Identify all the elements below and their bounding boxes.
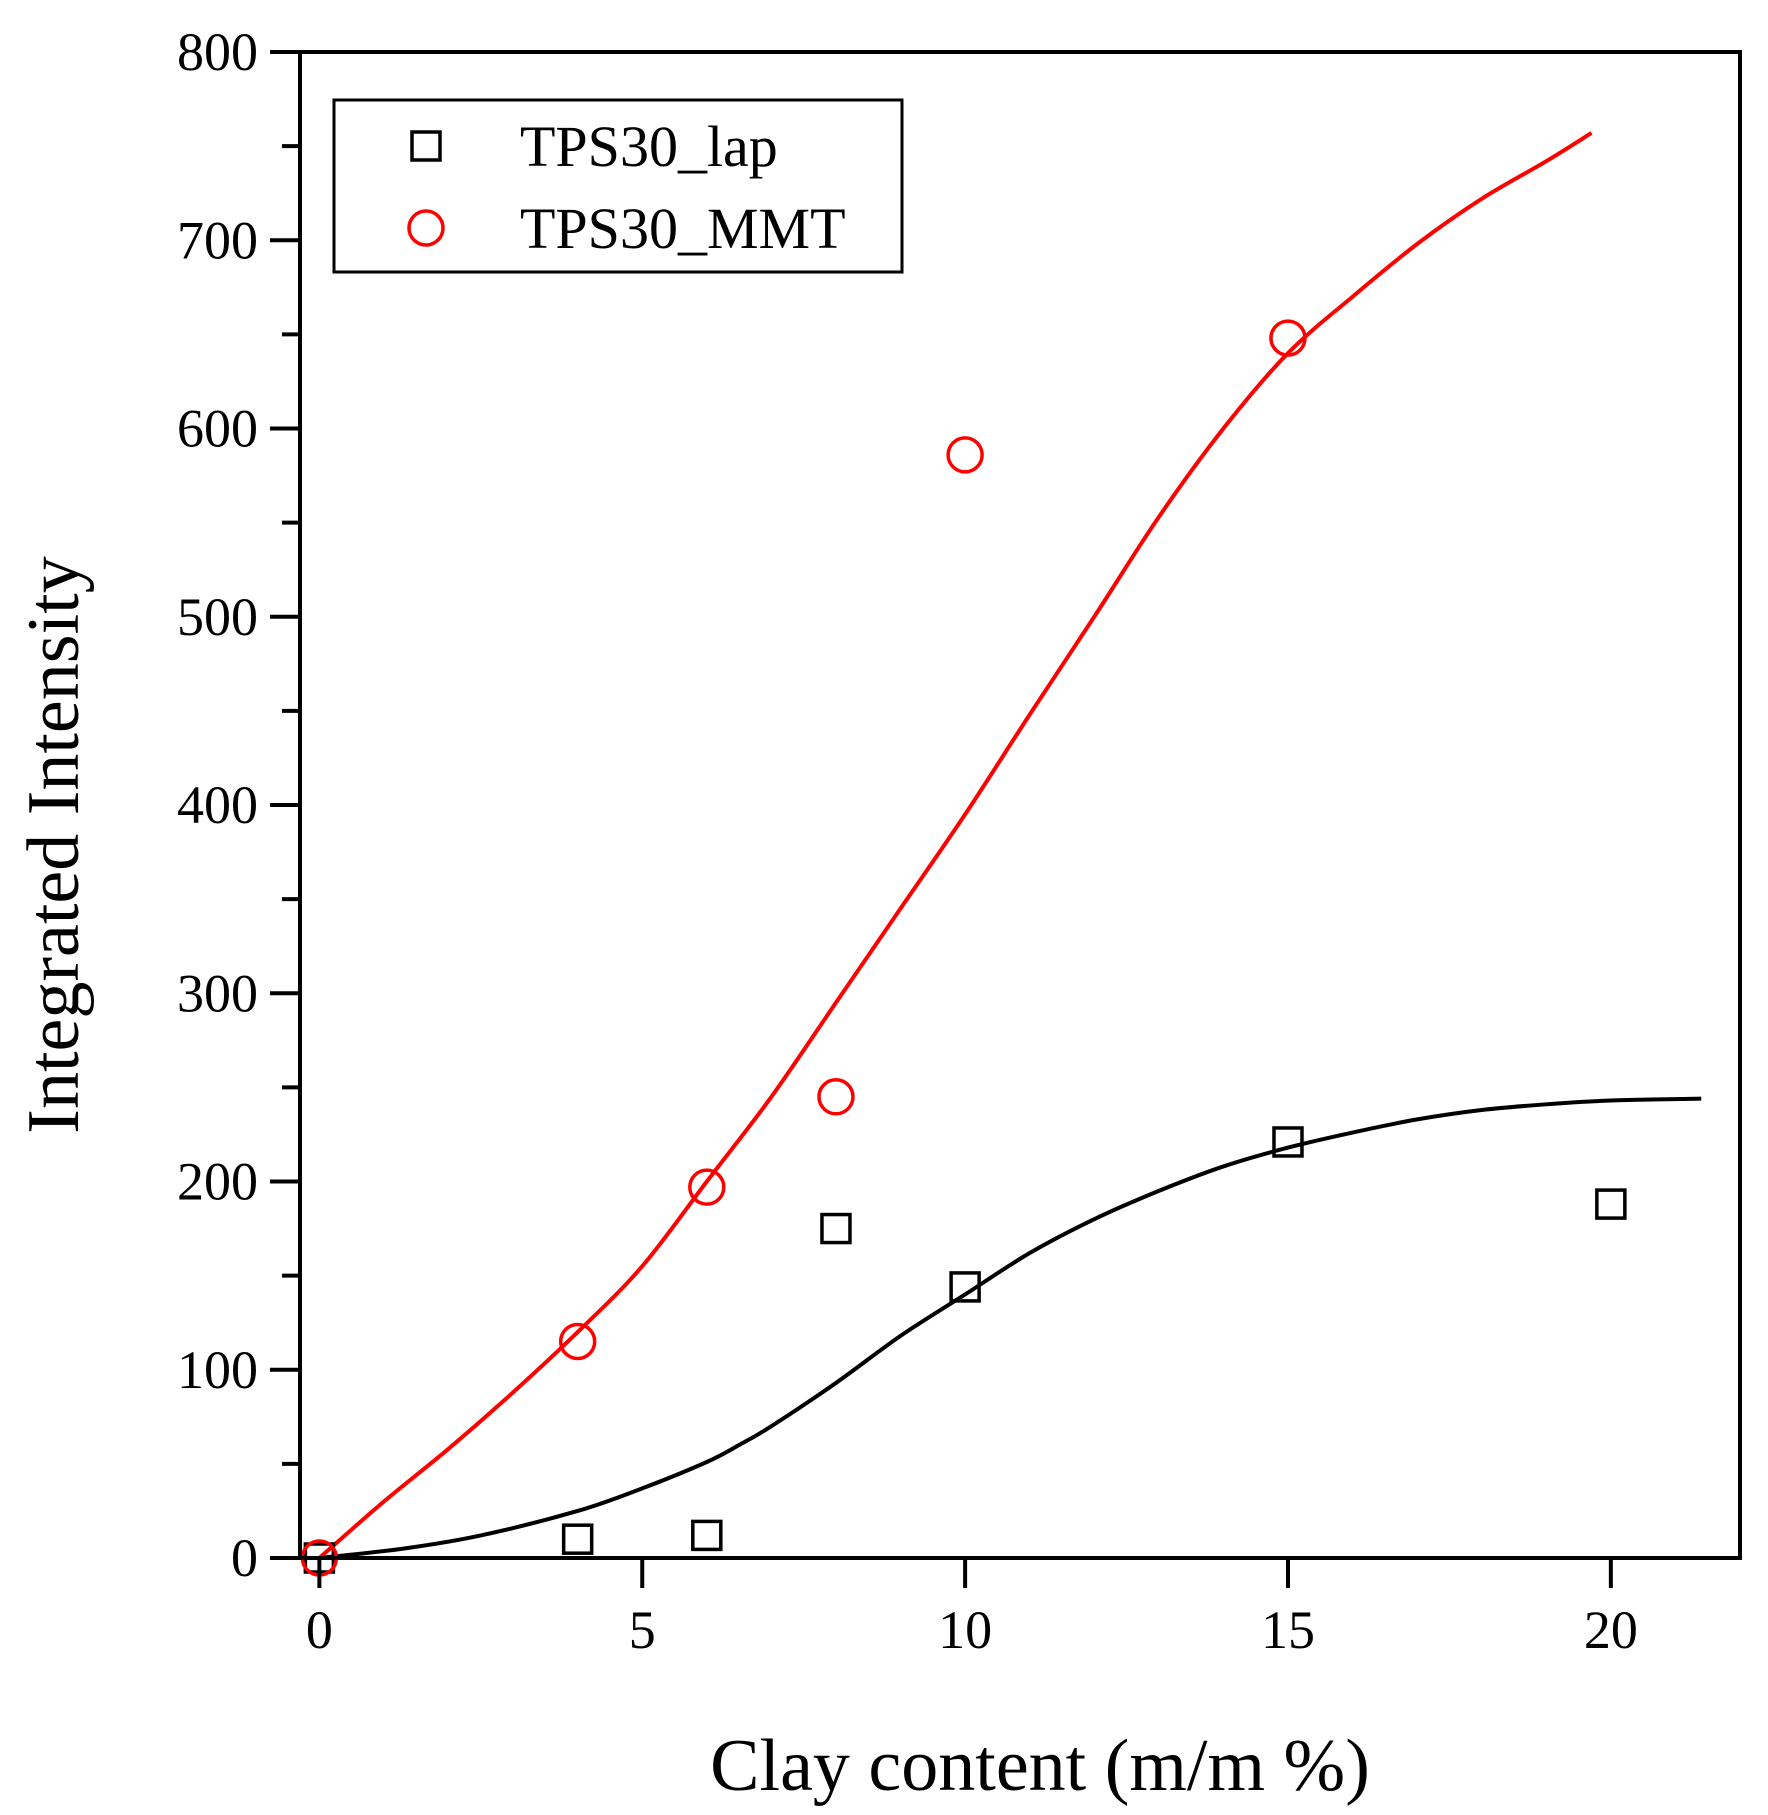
y-tick-label: 200 — [177, 1152, 258, 1212]
data-point-TPS30_MMT — [558, 1322, 597, 1361]
data-point-TPS30_lap — [820, 1212, 852, 1245]
y-axis-title: Integrated Intensity — [13, 556, 95, 1133]
y-tick-label: 600 — [177, 399, 258, 459]
data-point-TPS30_MMT — [1269, 319, 1307, 357]
fit-curve-TPS30_lap — [319, 1096, 1702, 1560]
plot-area: 0 100 200 300 400 500 600 700 800 0 5 10 15 20 — [177, 22, 1742, 1660]
x-axis: 0 5 10 15 20 — [306, 1558, 1638, 1660]
fit-curves — [318, 131, 1702, 1560]
x-tick-label: 15 — [1261, 1600, 1315, 1660]
data-point-TPS30_lap — [1272, 1126, 1304, 1158]
data-point-TPS30_lap — [691, 1519, 723, 1552]
data-point-TPS30_MMT — [688, 1168, 726, 1206]
y-tick-label: 400 — [177, 775, 258, 835]
data-point-TPS30_lap — [561, 1523, 594, 1555]
legend-marker-TPS30_MMT — [407, 209, 445, 247]
data-point-TPS30_lap — [949, 1271, 981, 1303]
x-tick-label: 0 — [306, 1600, 333, 1660]
y-axis: 0 100 200 300 400 500 600 700 800 — [177, 22, 300, 1588]
x-tick-label: 10 — [938, 1600, 992, 1660]
fit-curve-TPS30_MMT — [318, 131, 1593, 1560]
y-tick-label: 300 — [177, 963, 258, 1023]
legend-items: TPS30_lap TPS30_MMT — [407, 114, 846, 261]
y-tick-label: 800 — [177, 22, 258, 82]
data-point-TPS30_MMT — [817, 1078, 855, 1116]
y-tick-label: 700 — [177, 210, 258, 270]
legend-box — [332, 98, 904, 274]
y-tick-label: 100 — [177, 1340, 258, 1400]
legend-marker-TPS30_lap — [410, 130, 442, 162]
y-tick-label: 500 — [177, 587, 258, 647]
data-point-TPS30_lap — [1595, 1188, 1627, 1220]
legend: TPS30_lap TPS30_MMT — [332, 98, 904, 274]
x-tick-label: 5 — [629, 1600, 656, 1660]
legend-label: TPS30_lap — [520, 114, 778, 179]
legend-label: TPS30_MMT — [520, 196, 846, 261]
data-point-TPS30_MMT — [946, 436, 984, 474]
x-axis-title: Clay content (m/m %) — [710, 1725, 1370, 1807]
x-tick-label: 20 — [1584, 1600, 1638, 1660]
y-tick-label: 0 — [231, 1528, 258, 1588]
